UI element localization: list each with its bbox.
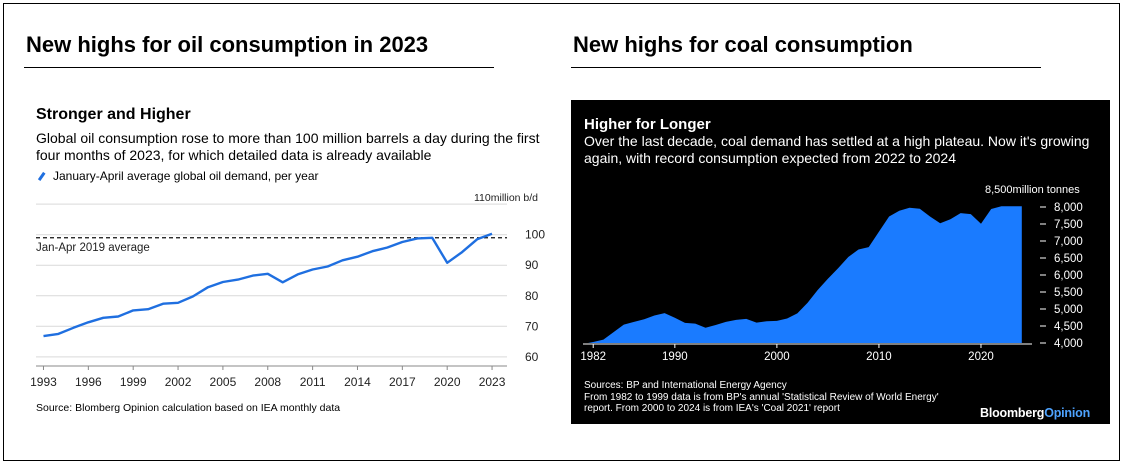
coal-y-tick-label: 7,000 — [1054, 236, 1083, 248]
brand-accent: Opinion — [1044, 406, 1090, 420]
coal-y-tick-label: 5,000 — [1054, 304, 1083, 316]
oil-x-tick-label: 2023 — [479, 375, 506, 389]
coal-y-tick-label: 5,500 — [1054, 287, 1083, 299]
oil-x-tick-label: 2008 — [254, 375, 281, 389]
coal-y-tick-label: 4,000 — [1054, 338, 1083, 350]
coal-y-tick-label: 4,500 — [1054, 321, 1083, 333]
coal-source-line: report. From 2000 to 2024 is from IEA's … — [584, 403, 840, 414]
coal-y-tick-label: 6,500 — [1054, 253, 1083, 265]
coal-y-tick-label: 8,000 — [1054, 202, 1083, 214]
coal-source-line: Sources: BP and International Energy Age… — [584, 380, 787, 391]
oil-y-tick-label: 60 — [525, 350, 539, 364]
oil-heading: New highs for oil consumption in 2023 — [26, 32, 429, 57]
oil-source-note: Source: Blomberg Opinion calculation bas… — [36, 402, 341, 414]
coal-y-tick-label: 7,500 — [1054, 219, 1083, 231]
coal-source-line: From 1982 to 1999 data is from BP's annu… — [584, 391, 939, 403]
oil-y-tick-label: 100 — [525, 228, 545, 242]
coal-unit-label: 8,500million tonnes — [985, 184, 1080, 196]
oil-x-tick-label: 2011 — [300, 375, 326, 389]
coal-y-tick-label: 6,000 — [1054, 270, 1083, 282]
oil-chart-title: Stronger and Higher — [36, 106, 191, 123]
coal-heading: New highs for coal consumption — [573, 32, 913, 57]
coal-demand-area — [588, 206, 1022, 343]
oil-y-tick-label: 90 — [525, 258, 539, 272]
coal-x-tick-label: 2020 — [968, 351, 994, 363]
oil-demand-line — [43, 232, 493, 338]
coal-x-tick-label: 2010 — [866, 351, 892, 363]
oil-x-tick-label: 2014 — [344, 375, 371, 389]
figure-frame — [3, 3, 1120, 461]
oil-x-tick-label: 1993 — [30, 375, 57, 389]
bloomberg-opinion-logo: BloombergOpinion — [980, 406, 1090, 420]
brand-main: Bloomberg — [980, 406, 1045, 420]
oil-x-tick-label: 2002 — [165, 375, 192, 389]
oil-reference-label: Jan-Apr 2019 average — [36, 242, 150, 254]
oil-y-tick-label: 70 — [525, 319, 539, 333]
oil-x-tick-label: 1996 — [75, 375, 102, 389]
coal-chart-title: Higher for Longer — [584, 116, 711, 133]
oil-y-tick-label: 80 — [525, 289, 539, 303]
oil-legend-label: January-April average global oil demand,… — [53, 169, 319, 183]
oil-unit-label: 110million b/d — [474, 192, 538, 204]
coal-x-tick-label: 1982 — [580, 351, 606, 363]
coal-heading-rule — [571, 67, 1041, 68]
coal-chart-subtitle: Over the last decade, coal demand has se… — [584, 133, 1090, 166]
coal-source-note: Sources: BP and International Energy Age… — [584, 380, 1024, 415]
oil-heading-rule — [24, 67, 494, 68]
oil-x-tick-label: 2005 — [210, 375, 237, 389]
oil-x-tick-label: 2017 — [389, 375, 416, 389]
coal-x-tick-label: 2000 — [764, 351, 790, 363]
oil-x-tick-label: 1999 — [120, 375, 147, 389]
oil-legend: January-April average global oil demand,… — [36, 169, 318, 183]
oil-chart-subtitle: Global oil consumption rose to more than… — [36, 130, 540, 163]
oil-x-tick-label: 2020 — [434, 375, 461, 389]
coal-x-tick-label: 1990 — [662, 351, 688, 363]
